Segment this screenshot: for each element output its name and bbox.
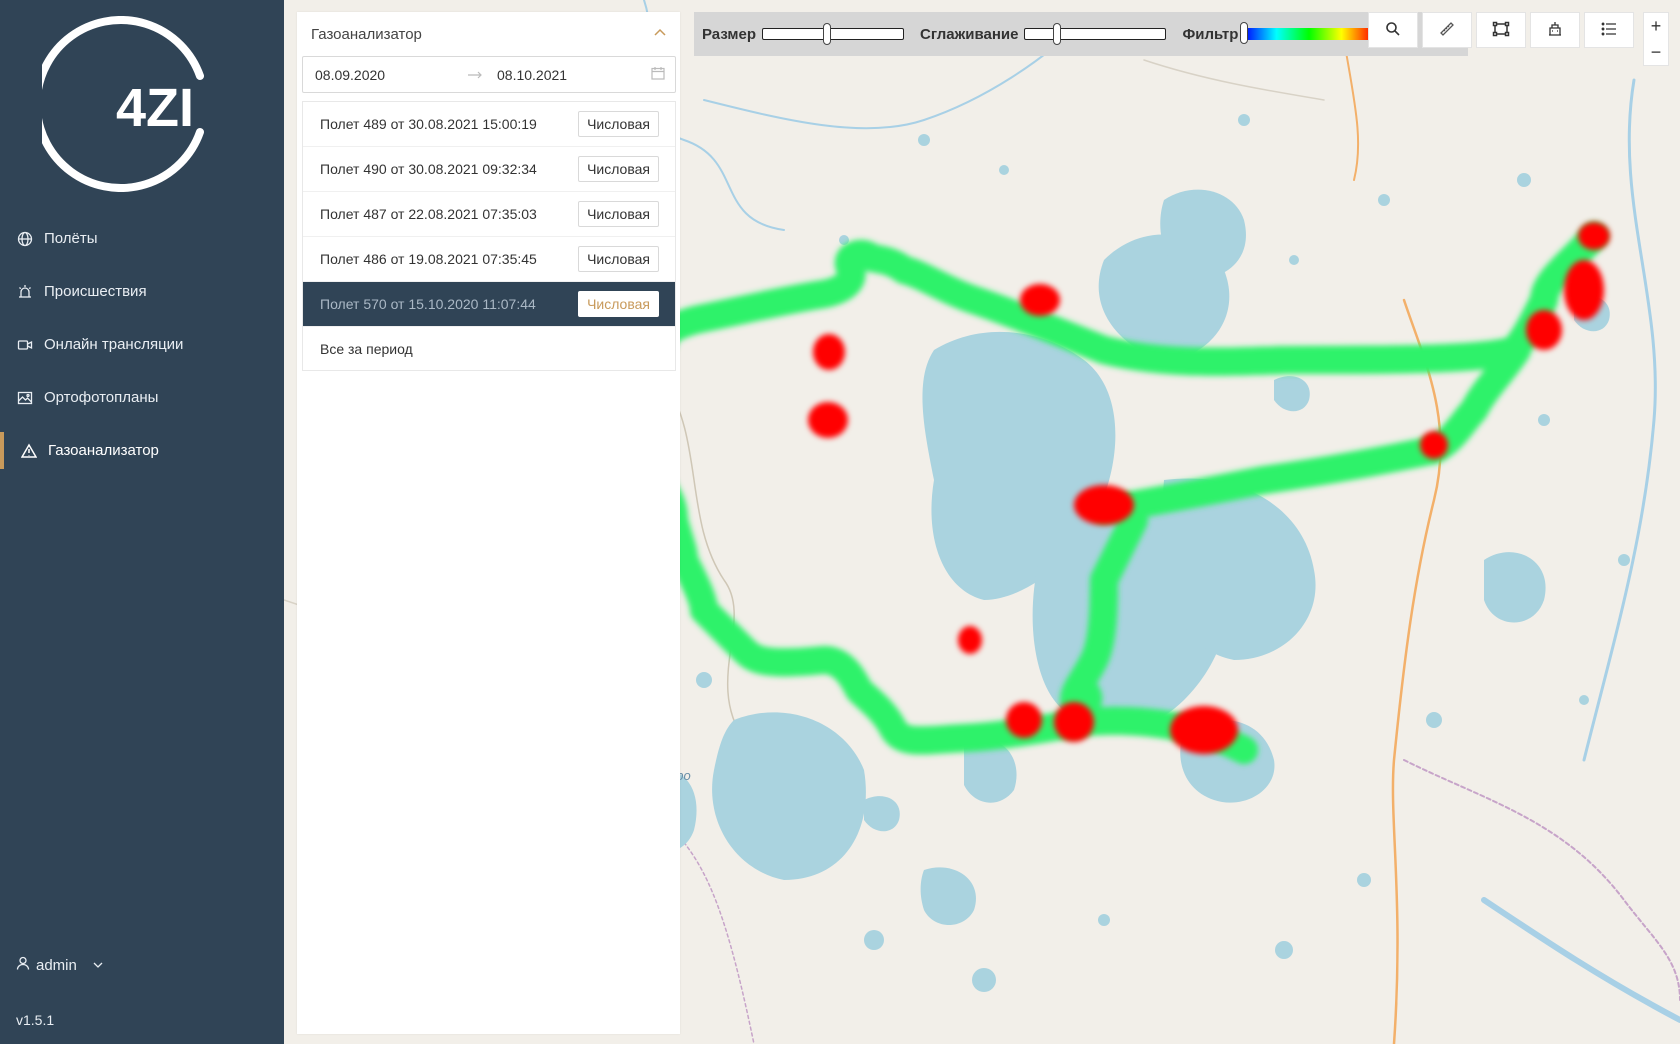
- flight-item[interactable]: Полет 490 от 30.08.2021 09:32:34 Числова…: [303, 147, 675, 192]
- map-tools: [1368, 12, 1638, 48]
- calendar-icon[interactable]: [651, 66, 665, 83]
- numeric-tag-button[interactable]: Числовая: [578, 291, 659, 317]
- ruler-icon: [1438, 20, 1456, 41]
- panel-header[interactable]: Газоанализатор: [297, 12, 680, 56]
- filter-control: Фильтр: [1182, 22, 1375, 44]
- size-control: Размер: [702, 23, 905, 45]
- numeric-tag-button[interactable]: Числовая: [578, 246, 659, 272]
- flight-item[interactable]: Полет 487 от 22.08.2021 07:35:03 Числова…: [303, 192, 675, 237]
- size-slider-thumb[interactable]: [822, 23, 831, 45]
- alarm-icon: [16, 283, 34, 301]
- image-icon: [16, 389, 34, 407]
- all-period-label: Все за период: [320, 340, 413, 357]
- flight-list: Полет 489 от 30.08.2021 15:00:19 Числова…: [302, 101, 676, 371]
- size-slider[interactable]: [762, 23, 905, 45]
- filter-label: Фильтр: [1182, 25, 1239, 43]
- nav-item-flights[interactable]: Полёты: [0, 212, 284, 265]
- gas-analyzer-panel: Газоанализатор 08.09.2020 08.10.2021 Пол…: [297, 12, 680, 1034]
- flight-label: Полет 487 от 22.08.2021 07:35:03: [320, 206, 537, 222]
- nav-item-gas-analyzer[interactable]: Газоанализатор: [0, 424, 284, 477]
- user-name: admin: [36, 956, 77, 974]
- nav-label: Газоанализатор: [48, 442, 159, 459]
- app-version: v1.5.1: [16, 1012, 55, 1028]
- arrow-right-icon: [467, 67, 483, 83]
- nav-item-online-streams[interactable]: Онлайн трансляции: [0, 318, 284, 371]
- smooth-slider[interactable]: [1024, 23, 1167, 45]
- nav-label: Ортофотопланы: [44, 389, 159, 406]
- flight-item[interactable]: Полет 486 от 19.08.2021 07:35:45 Числова…: [303, 237, 675, 282]
- video-camera-icon: [16, 336, 34, 354]
- chevron-down-icon: [93, 957, 103, 974]
- flight-label: Полет 570 от 15.10.2020 11:07:44: [320, 296, 536, 312]
- warning-triangle-icon: [20, 442, 38, 460]
- logo: 4ZI: [42, 16, 204, 192]
- zoom-out-button[interactable]: −: [1650, 41, 1662, 62]
- date-from[interactable]: 08.09.2020: [315, 66, 386, 83]
- objects-button[interactable]: [1530, 12, 1580, 48]
- date-range-picker[interactable]: 08.09.2020 08.10.2021: [302, 56, 676, 93]
- layers-list-button[interactable]: [1584, 12, 1634, 48]
- numeric-tag-button[interactable]: Числовая: [578, 156, 659, 182]
- heatmap-toolbar: Размер Сглаживание Фильтр: [694, 12, 1468, 56]
- date-to[interactable]: 08.10.2021: [497, 66, 568, 83]
- flight-label: Полет 486 от 19.08.2021 07:35:45: [320, 251, 537, 267]
- smooth-label: Сглаживание: [920, 25, 1019, 43]
- building-icon: [1547, 21, 1563, 40]
- filter-gradient-slider[interactable]: [1240, 22, 1375, 44]
- numeric-tag-button[interactable]: Числовая: [578, 111, 659, 137]
- search-icon: [1385, 21, 1401, 40]
- size-label: Размер: [702, 25, 757, 43]
- measure-button[interactable]: [1422, 12, 1472, 48]
- nav-item-orthophotos[interactable]: Ортофотопланы: [0, 371, 284, 424]
- rectangle-select-icon: [1492, 21, 1510, 40]
- flight-item[interactable]: Полет 489 от 30.08.2021 15:00:19 Числова…: [303, 102, 675, 147]
- logo-text: 4ZI: [116, 78, 194, 138]
- nav-item-incidents[interactable]: Происшествия: [0, 265, 284, 318]
- user-icon: [16, 956, 30, 974]
- area-select-button[interactable]: [1476, 12, 1526, 48]
- panel-title: Газоанализатор: [311, 25, 422, 43]
- nav-label: Полёты: [44, 230, 98, 247]
- zoom-in-button[interactable]: +: [1650, 15, 1662, 36]
- sidebar: 4ZI Полёты Происшествия Онлайн трансляци…: [0, 0, 284, 1044]
- list-icon: [1601, 22, 1617, 39]
- all-period-item[interactable]: Все за период: [303, 327, 675, 370]
- chevron-up-icon[interactable]: [654, 26, 666, 43]
- smooth-slider-thumb[interactable]: [1052, 23, 1061, 45]
- user-menu[interactable]: admin: [16, 956, 103, 974]
- main-nav: Полёты Происшествия Онлайн трансляции Ор…: [0, 212, 284, 477]
- flight-label: Полет 490 от 30.08.2021 09:32:34: [320, 161, 537, 177]
- nav-label: Происшествия: [44, 283, 147, 300]
- smooth-control: Сглаживание: [920, 23, 1167, 45]
- globe-icon: [16, 230, 34, 248]
- numeric-tag-button[interactable]: Числовая: [578, 201, 659, 227]
- nav-label: Онлайн трансляции: [44, 336, 184, 353]
- flight-item-selected[interactable]: Полет 570 от 15.10.2020 11:07:44 Числова…: [303, 282, 675, 327]
- flight-label: Полет 489 от 30.08.2021 15:00:19: [320, 116, 537, 132]
- filter-slider-thumb[interactable]: [1240, 22, 1249, 44]
- zoom-control: + −: [1643, 12, 1669, 66]
- search-button[interactable]: [1368, 12, 1418, 48]
